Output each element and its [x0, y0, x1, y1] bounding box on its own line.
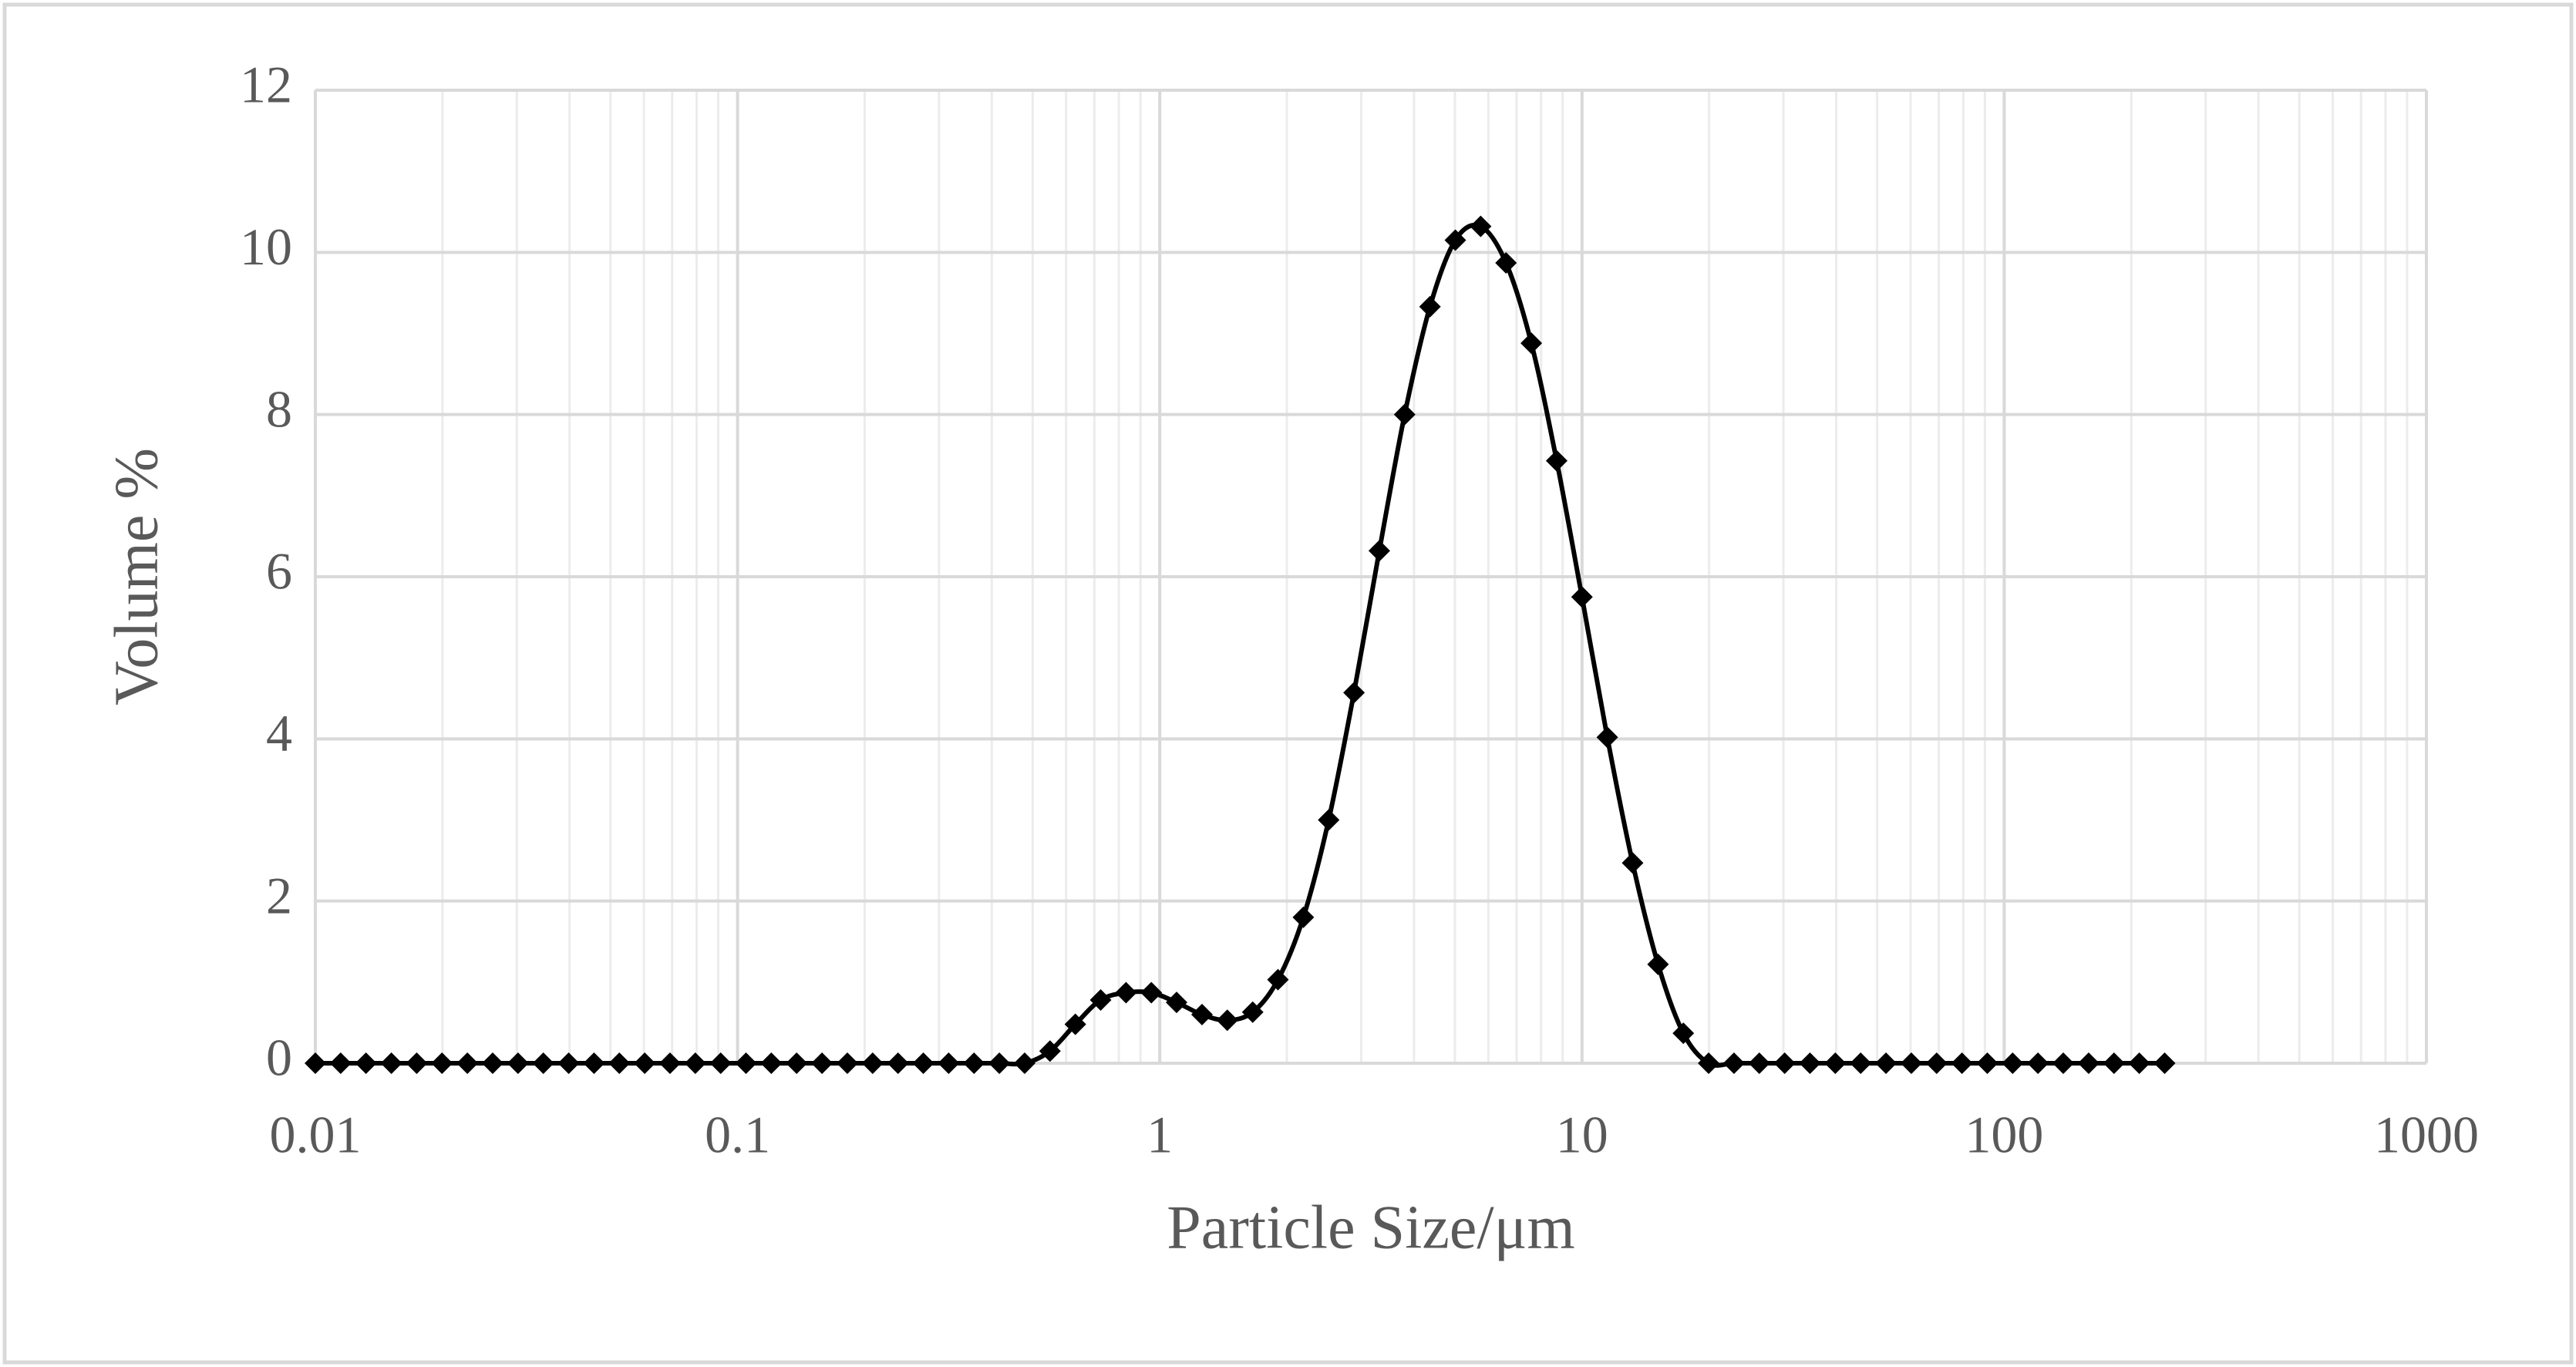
data-marker: [1140, 981, 1163, 1004]
y-tick-label: 6: [266, 542, 292, 601]
data-marker: [2027, 1052, 2049, 1074]
data-marker: [1520, 332, 1543, 355]
data-marker: [1115, 981, 1137, 1004]
data-marker: [709, 1052, 732, 1074]
data-marker: [1241, 1001, 1264, 1023]
data-marker: [786, 1052, 808, 1074]
data-marker: [583, 1052, 605, 1074]
data-marker: [305, 1052, 326, 1074]
data-marker: [760, 1052, 783, 1074]
data-marker: [406, 1052, 428, 1074]
x-tick-label: 0.01: [270, 1106, 362, 1164]
data-marker: [1621, 852, 1644, 874]
data-marker: [887, 1052, 909, 1074]
data-marker: [1216, 1009, 1238, 1032]
x-tick-label: 10: [1556, 1106, 1608, 1164]
data-marker: [1748, 1052, 1770, 1074]
data-marker: [1318, 809, 1340, 831]
data-marker: [988, 1052, 1011, 1074]
data-marker: [837, 1052, 859, 1074]
data-marker: [963, 1052, 985, 1074]
data-marker: [532, 1052, 554, 1074]
data-marker: [1039, 1040, 1061, 1062]
data-marker: [1925, 1052, 1948, 1074]
data-marker: [1064, 1013, 1086, 1035]
data-marker: [1444, 229, 1466, 251]
data-marker: [1495, 252, 1517, 274]
data-marker: [507, 1052, 529, 1074]
data-marker: [1799, 1052, 1821, 1074]
data-marker: [608, 1052, 631, 1074]
data-marker: [2052, 1052, 2074, 1074]
data-marker: [1368, 540, 1390, 562]
data-marker: [1850, 1052, 1872, 1074]
data-marker: [1722, 1052, 1745, 1074]
data-marker: [1875, 1052, 1897, 1074]
data-marker: [1951, 1052, 1973, 1074]
data-marker: [1596, 726, 1618, 749]
data-marker: [1545, 449, 1567, 472]
y-tick-label: 8: [266, 379, 292, 438]
data-marker: [481, 1052, 503, 1074]
data-marker: [634, 1052, 656, 1074]
data-marker: [1773, 1052, 1796, 1074]
data-marker: [1470, 215, 1492, 237]
y-tick-label: 4: [266, 704, 292, 763]
data-marker: [912, 1052, 934, 1074]
y-tick-label: 0: [266, 1029, 292, 1087]
data-marker: [1900, 1052, 1922, 1074]
data-marker: [1571, 586, 1593, 608]
data-marker: [2153, 1052, 2176, 1074]
y-tick-label: 10: [240, 217, 292, 276]
data-marker: [380, 1052, 402, 1074]
data-marker: [456, 1052, 479, 1074]
data-marker: [658, 1052, 681, 1074]
data-marker: [431, 1052, 453, 1074]
data-marker: [2103, 1052, 2125, 1074]
y-tick-label: 2: [266, 866, 292, 924]
data-marker: [1976, 1052, 1999, 1074]
data-marker: [1393, 403, 1416, 426]
data-marker: [1698, 1052, 1720, 1074]
data-marker: [1013, 1052, 1035, 1074]
data-marker: [2002, 1052, 2024, 1074]
data-marker: [1292, 906, 1315, 928]
y-tick-label: 12: [240, 56, 292, 114]
data-marker: [1343, 682, 1365, 704]
x-axis-title: Particle Size/μm: [1167, 1194, 1574, 1261]
data-marker: [938, 1052, 960, 1074]
data-marker: [1419, 295, 1441, 318]
data-marker: [861, 1052, 884, 1074]
data-marker: [1672, 1022, 1695, 1045]
y-axis-title: Volume %: [103, 448, 170, 705]
data-marker: [2128, 1052, 2150, 1074]
x-tick-label: 0.1: [705, 1106, 770, 1164]
data-marker: [1267, 968, 1289, 991]
data-marker: [2077, 1052, 2100, 1074]
data-marker: [684, 1052, 706, 1074]
data-marker: [811, 1052, 833, 1074]
data-marker: [329, 1052, 352, 1074]
data-marker: [355, 1052, 377, 1074]
x-tick-label: 1: [1147, 1106, 1173, 1164]
data-marker: [1824, 1052, 1847, 1074]
data-marker: [1647, 953, 1669, 975]
data-marker: [1089, 988, 1112, 1011]
x-tick-label: 100: [1965, 1106, 2043, 1164]
data-marker: [735, 1052, 757, 1074]
x-tick-label: 1000: [2374, 1106, 2479, 1164]
data-marker: [1166, 992, 1188, 1014]
data-marker: [557, 1052, 580, 1074]
data-marker: [1190, 1003, 1213, 1025]
